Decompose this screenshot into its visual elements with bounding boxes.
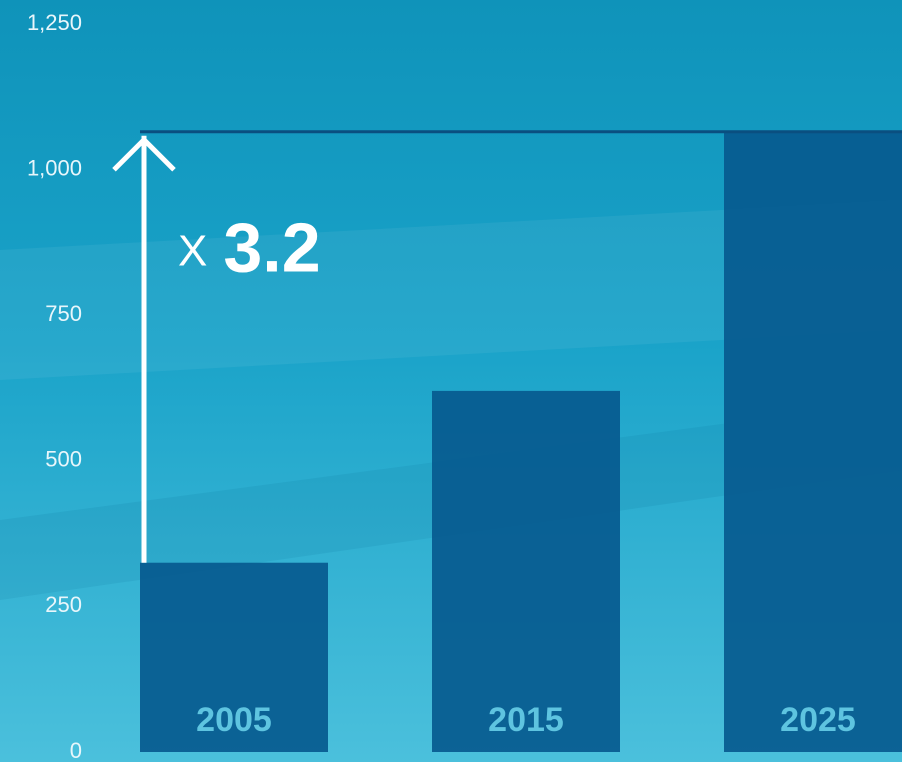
- growth-arrowhead: [112, 136, 176, 172]
- y-tick-label: 750: [45, 301, 82, 326]
- y-tick-label: 500: [45, 447, 82, 472]
- bar: [140, 562, 328, 752]
- y-tick-label: 0: [70, 738, 82, 762]
- annotation-prefix: X: [178, 226, 207, 275]
- y-tick-label: 1,000: [27, 155, 82, 180]
- background-shape: [0, 200, 902, 380]
- y-tick-label: 1,250: [27, 10, 82, 35]
- bar: [432, 390, 620, 752]
- bar: [724, 131, 902, 752]
- x-tick-label: 2005: [196, 701, 272, 739]
- y-tick-label: 250: [45, 592, 82, 617]
- annotation-value: 3.2: [223, 209, 320, 287]
- x-tick-label: 2025: [780, 701, 856, 739]
- x-tick-label: 2015: [488, 701, 564, 739]
- annotation: X 3.2: [178, 209, 321, 287]
